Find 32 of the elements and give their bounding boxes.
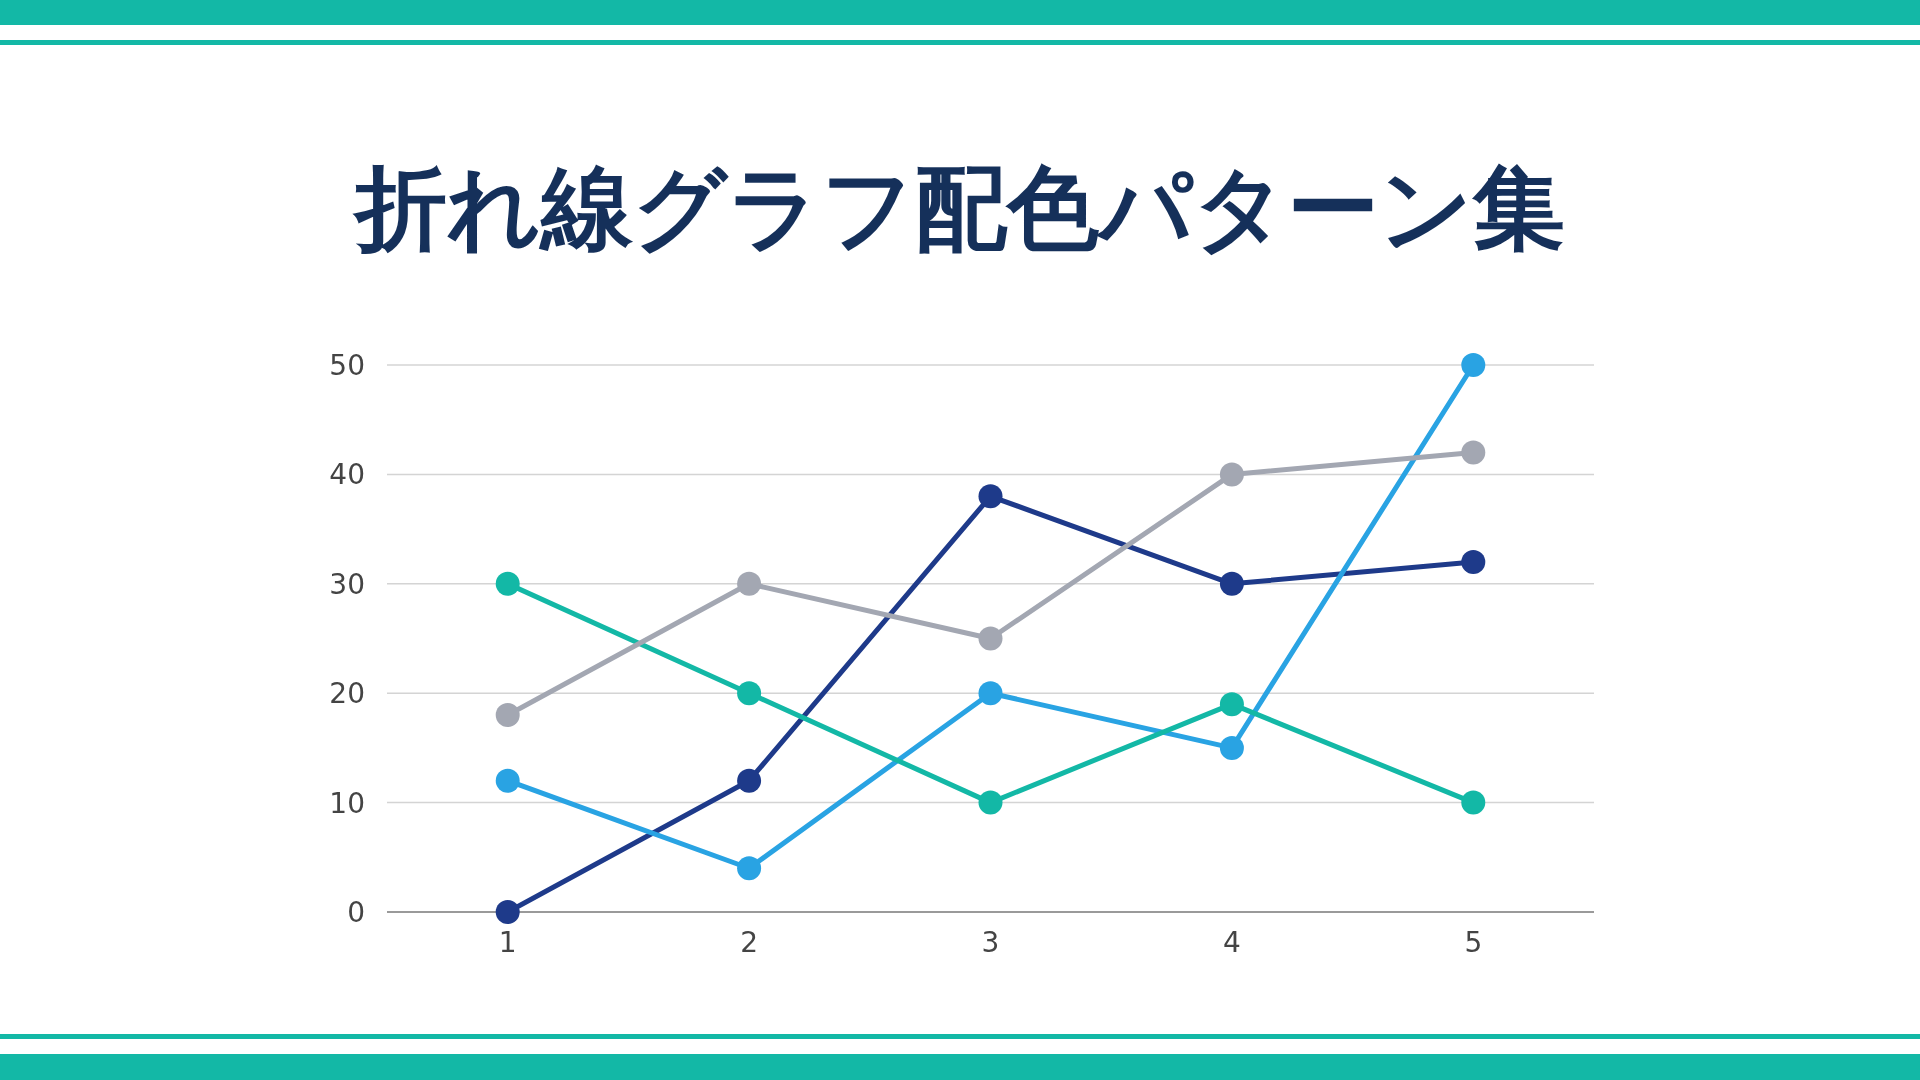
point bbox=[1461, 440, 1486, 465]
point bbox=[1219, 692, 1244, 717]
point bbox=[737, 768, 762, 793]
point bbox=[495, 900, 520, 924]
x-tick-label: 2 bbox=[740, 926, 759, 959]
y-tick-label: 10 bbox=[329, 786, 365, 820]
point bbox=[495, 768, 520, 793]
y-tick-label: 20 bbox=[329, 677, 365, 711]
point bbox=[978, 681, 1003, 706]
point bbox=[1219, 462, 1244, 487]
point bbox=[737, 681, 762, 706]
y-tick-label: 30 bbox=[329, 567, 365, 601]
point bbox=[495, 703, 520, 728]
point bbox=[1461, 353, 1486, 377]
y-tick-label: 50 bbox=[329, 349, 365, 382]
point bbox=[1219, 735, 1244, 760]
x-tick-label: 1 bbox=[498, 926, 517, 959]
x-tick-label: 3 bbox=[981, 926, 1000, 959]
point bbox=[1461, 549, 1486, 574]
point bbox=[737, 856, 762, 881]
point bbox=[737, 571, 762, 596]
y-tick-label: 40 bbox=[329, 458, 365, 492]
chart-title: 折れ線グラフ配色パターン集 bbox=[352, 155, 1565, 262]
x-tick-label: 5 bbox=[1464, 926, 1483, 959]
point bbox=[495, 571, 520, 596]
x-tick-label: 4 bbox=[1222, 926, 1241, 959]
point bbox=[1219, 571, 1244, 596]
y-tick-label: 0 bbox=[347, 896, 365, 929]
point bbox=[1461, 790, 1486, 815]
point bbox=[978, 790, 1003, 815]
point bbox=[978, 626, 1003, 651]
point bbox=[978, 484, 1003, 509]
